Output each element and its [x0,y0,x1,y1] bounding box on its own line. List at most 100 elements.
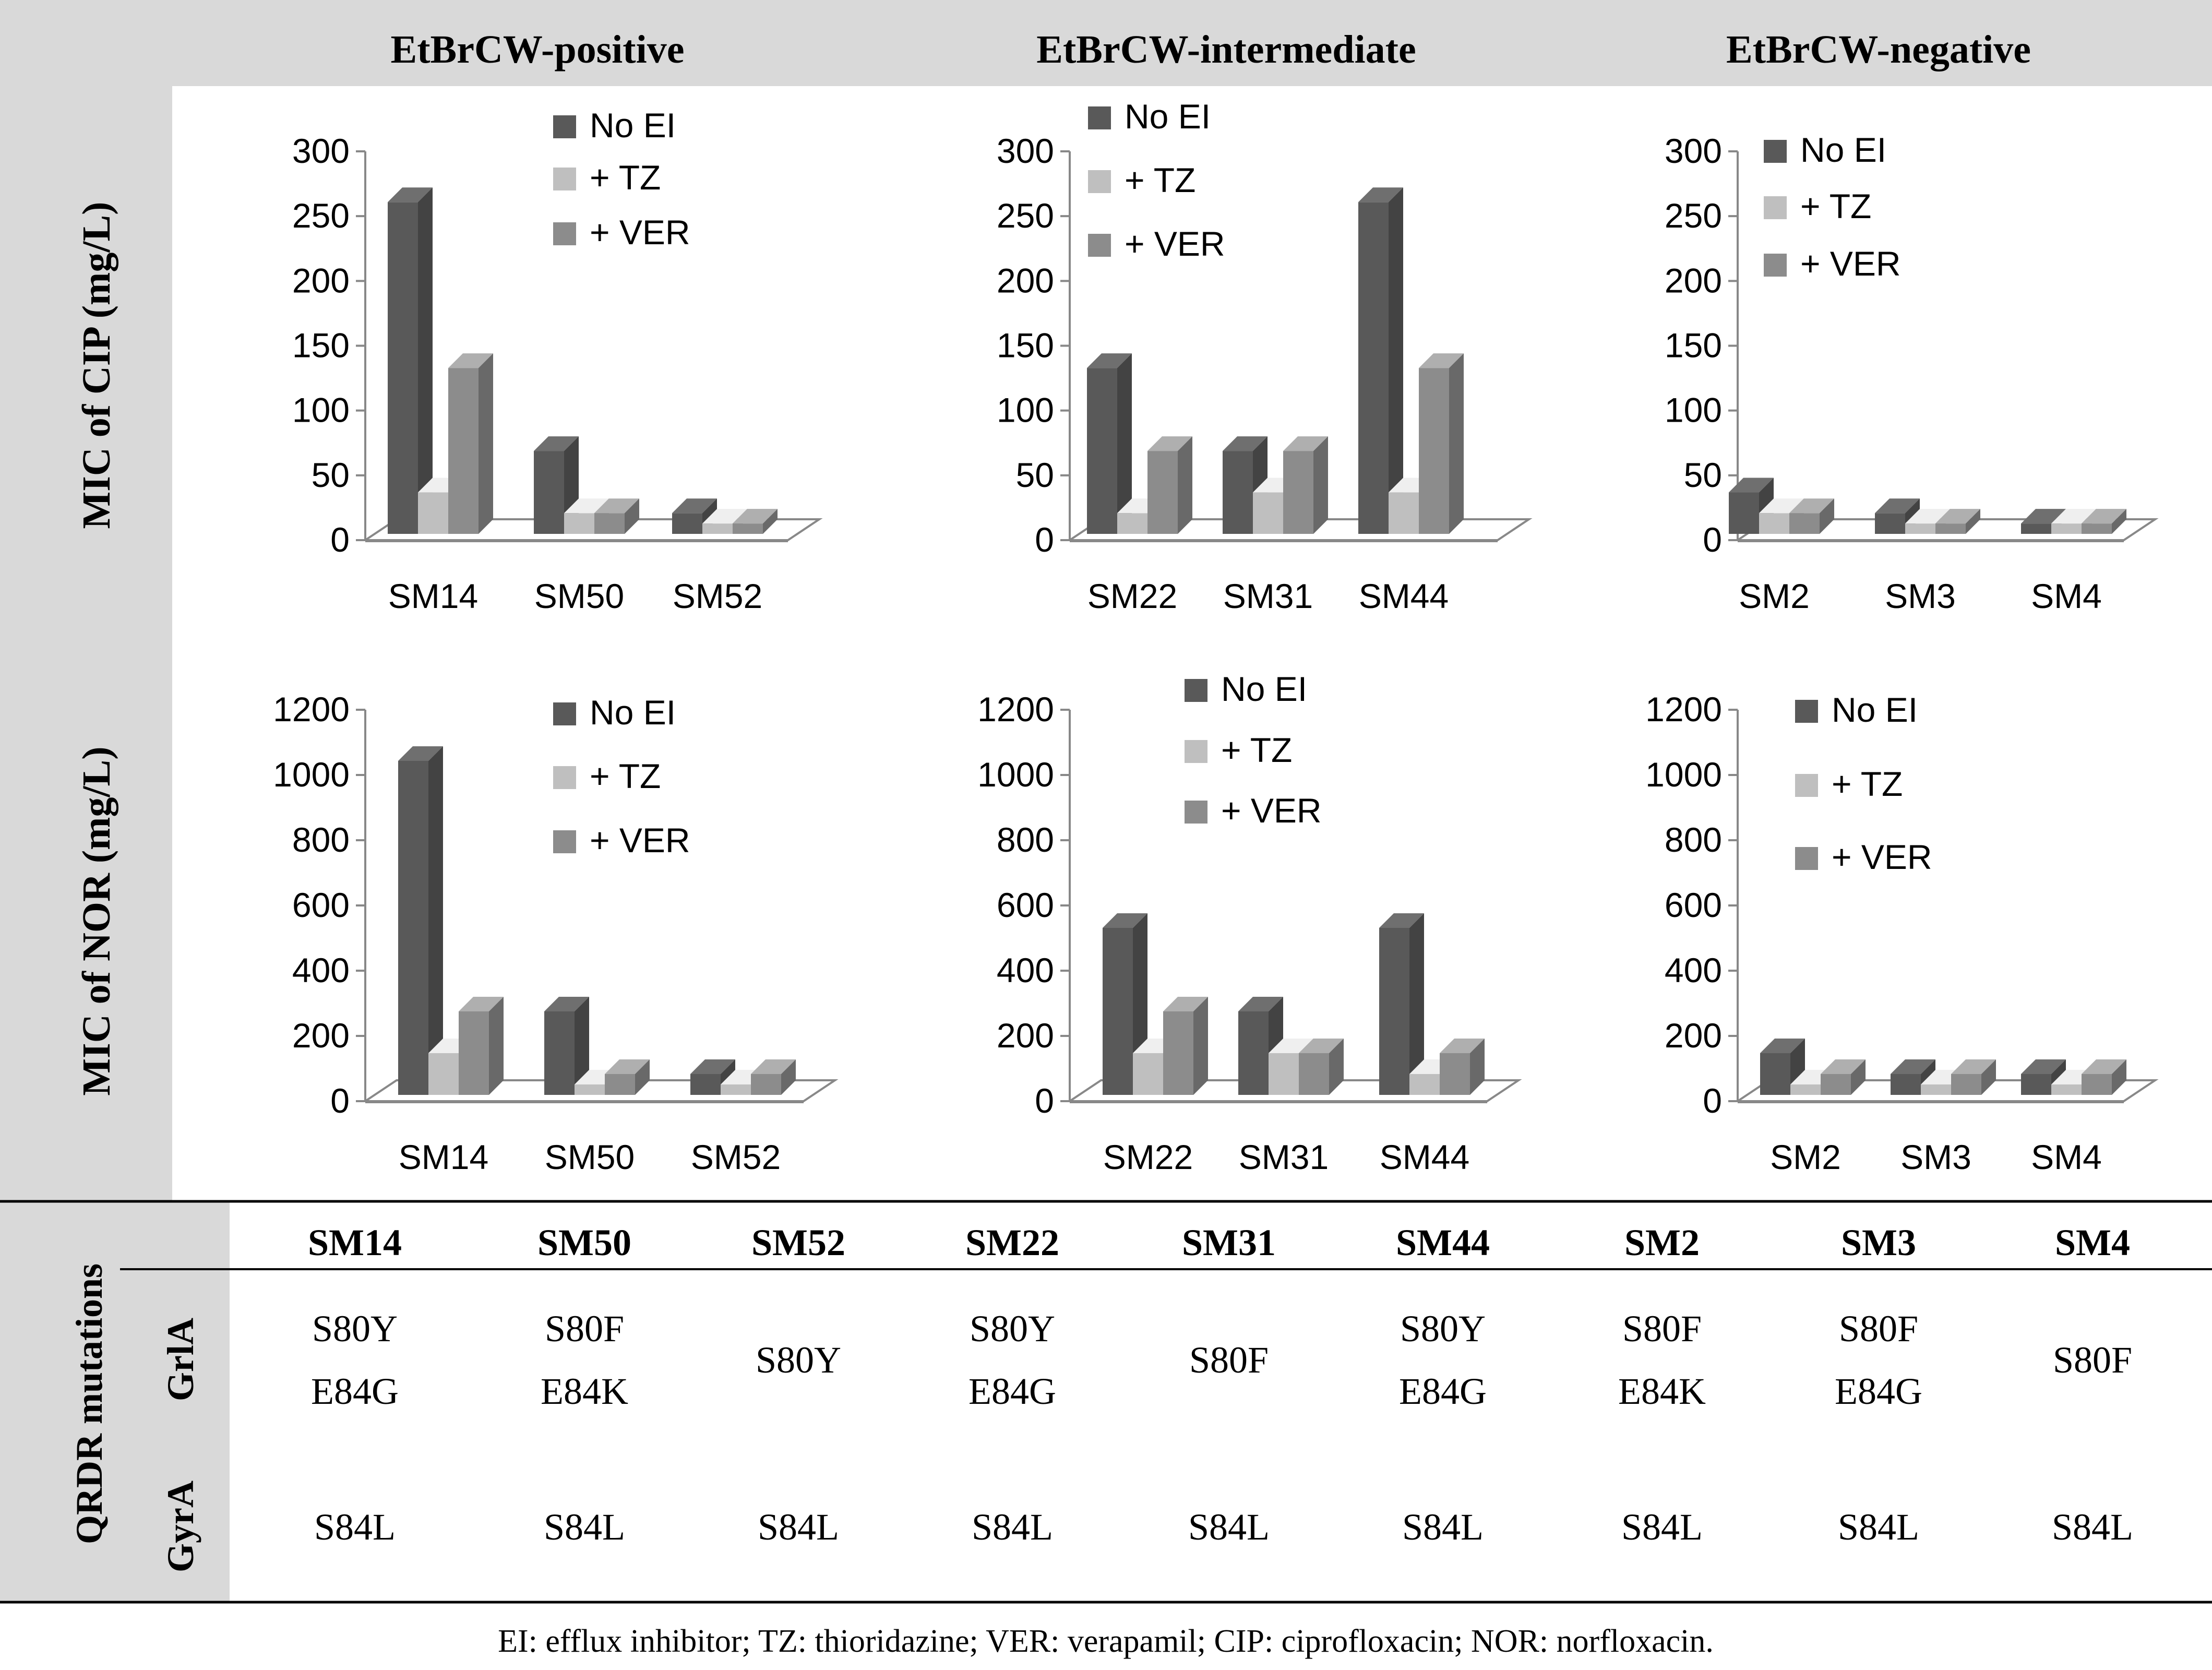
table-cell-grla: E84K [541,1370,628,1412]
bar-front [1147,451,1178,534]
bar-front [2021,1074,2051,1095]
x-tick-label: SM52 [691,1138,781,1176]
bar-front [1238,1011,1269,1095]
y-tick-label: 800 [292,820,350,859]
bar-side [1178,436,1192,534]
y-tick-label: 800 [1665,820,1722,859]
y-tick-label: 0 [330,1081,350,1120]
bar-top [1283,436,1328,451]
y-tick-label: 0 [330,520,350,559]
legend-swatch [1764,140,1787,163]
col-header-positive: EtBrCW-positive [391,28,685,71]
legend-label: + VER [1832,838,1932,876]
bar-side [625,498,639,534]
legend-label: + VER [1221,791,1322,830]
bar-top [1760,1039,1805,1053]
bar-SM14-ver [448,353,493,534]
table-cell-grla: E84G [1399,1370,1487,1412]
bar-front [1821,1074,1851,1095]
y-tick-label: 1200 [273,690,350,729]
bar-side [1329,1039,1344,1095]
y-tick-label: 150 [997,326,1054,365]
row-label-cip: MIC of CIP (mg/L) [75,202,118,529]
legend-label: No EI [1800,130,1886,169]
bar-top [1759,498,1804,514]
bar-front [1358,202,1389,534]
table-cell-grla: S80Y [1400,1308,1486,1350]
bar-top [398,746,443,761]
y-tick-label: 1200 [977,690,1054,729]
bar-top [534,436,579,451]
bar-side [781,1059,796,1095]
charts-layer: 0 50 100 150 200 250 300 SM14 SM50 SM52 No EI + TZ +… [273,97,2159,1176]
y-tick-label: 200 [997,261,1054,300]
bar-top [1875,498,1920,514]
bar-top [1440,1039,1485,1053]
bar-top [2021,509,2066,524]
col-header-negative: EtBrCW-negative [1726,28,2031,71]
x-tick-label: SM22 [1103,1138,1193,1176]
bar-top [672,498,717,514]
table-cell-grla: S80F [1189,1339,1269,1381]
table-strain-header: SM4 [2055,1222,2130,1263]
bar-top [1223,436,1268,451]
table-cell-grla: S80Y [970,1308,1055,1350]
bar-SM31-ver [1283,436,1328,534]
row-label-nor: MIC of NOR (mg/L) [75,746,118,1095]
y-tick-label: 400 [292,951,350,989]
y-tick-label: 250 [1665,196,1722,235]
bar-SM22-ver [1163,997,1208,1095]
bar-side [2112,1059,2126,1095]
y-tick-label: 1000 [273,755,350,794]
bar-SM4-ver [2082,1059,2126,1095]
table-cell-grla: S80Y [756,1339,841,1381]
bar-SM52-ver [751,1059,796,1095]
legend-swatch [553,830,576,853]
y-tick-label: 50 [1684,456,1722,494]
table-cell-gyra: S84L [314,1506,396,1548]
bar-front [1269,1053,1299,1095]
table-cell-grla: E84G [311,1370,399,1412]
bar-top [1269,1039,1313,1053]
y-tick-label: 800 [997,820,1054,859]
table-cell-gyra: S84L [544,1506,625,1548]
table-strain-header: SM3 [1841,1222,1916,1263]
bar-SM44-ver [1419,353,1464,534]
bar-SM22-noei [1087,353,1132,534]
bar-front [1283,451,1313,534]
bar-front [428,1053,459,1095]
bar-front [1760,1053,1790,1095]
col-header-intermediate: EtBrCW-intermediate [1036,28,1416,71]
bar-SM3-ver [1935,509,1980,534]
x-tick-label: SM3 [1885,577,1956,615]
legend-swatch [553,222,576,245]
table-cell-grla: S80F [545,1308,624,1350]
y-tick-label: 0 [1703,1081,1722,1120]
legend-label: + TZ [1832,765,1903,803]
x-tick-label: SM22 [1087,577,1177,615]
bar-front [1117,513,1147,534]
bar-front [398,761,428,1095]
bar-front [605,1074,635,1095]
bar-front [1253,492,1283,534]
legend-label: No EI [1221,670,1307,708]
table-strain-header: SM52 [751,1222,845,1263]
bar-top [1103,913,1147,928]
y-tick-label: 100 [997,391,1054,430]
bar-side [1820,498,1834,534]
legend-swatch [1088,170,1111,193]
y-tick-label: 0 [1035,520,1054,559]
bar-front [1133,1053,1163,1095]
table-cell-grla: S80Y [312,1308,398,1350]
chart-panel-4: 0 200 400 600 800 1000 1200 SM14 SM50 SM52 No EI + … [273,690,839,1176]
bar-top [1087,353,1132,368]
table-cell-gyra: S84L [1402,1506,1484,1548]
bar-front [2051,1084,2082,1095]
y-tick-label: 0 [1703,520,1722,559]
table-cell-gyra: S84L [1188,1506,1270,1548]
table-cell-grla: E84G [1835,1370,1922,1412]
table-cell-grla: E84K [1618,1370,1706,1412]
legend-swatch [1795,847,1818,870]
y-tick-label: 0 [1035,1081,1054,1120]
bar-side [1193,997,1208,1095]
